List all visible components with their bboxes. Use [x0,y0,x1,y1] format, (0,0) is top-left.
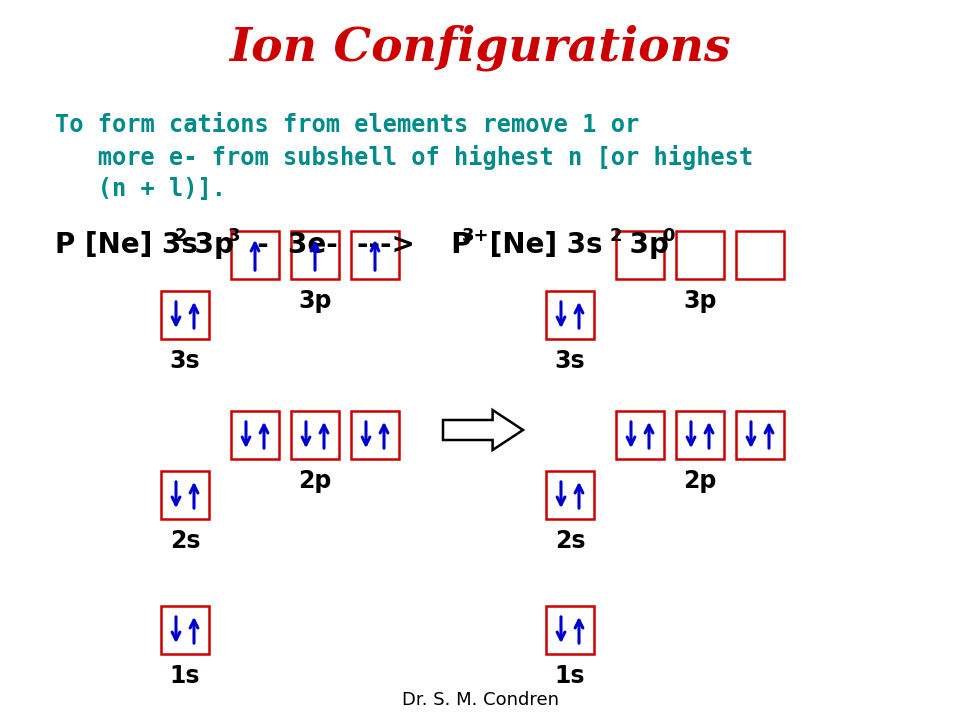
Text: To form cations from elements remove 1 or: To form cations from elements remove 1 o… [55,113,639,137]
Bar [736,411,784,459]
Bar [291,231,339,279]
Text: 0: 0 [662,227,675,245]
Bar [161,471,209,519]
Bar [676,411,724,459]
Text: 1s: 1s [170,664,201,688]
Bar [351,231,399,279]
Text: P [Ne] 3s: P [Ne] 3s [55,231,198,259]
Bar [546,291,594,339]
Bar [616,231,664,279]
Bar [616,411,664,459]
Text: more e- from subshell of highest n [or highest: more e- from subshell of highest n [or h… [55,145,754,169]
Bar [161,606,209,654]
Text: 2: 2 [610,227,622,245]
Text: (n + l)].: (n + l)]. [55,177,226,201]
Text: Dr. S. M. Condren: Dr. S. M. Condren [401,691,559,709]
Text: Ion Configurations: Ion Configurations [229,24,731,71]
Bar [351,411,399,459]
Text: 3p: 3p [620,231,669,259]
Text: 3s: 3s [555,349,586,373]
Text: 2: 2 [175,227,187,245]
Bar [291,411,339,459]
Text: 2p: 2p [684,469,717,493]
Bar [676,231,724,279]
FancyArrow shape [443,410,523,450]
Bar [546,471,594,519]
Bar [546,606,594,654]
Text: 3p: 3p [684,289,717,313]
Text: 3+: 3+ [462,227,490,245]
Text: 1s: 1s [555,664,586,688]
Text: 2s: 2s [170,529,201,553]
Text: 3p: 3p [299,289,332,313]
Bar [231,411,279,459]
Text: P: P [432,231,471,259]
Text: 2p: 2p [299,469,332,493]
Text: [Ne] 3s: [Ne] 3s [480,231,603,259]
Text: 3s: 3s [170,349,201,373]
Text: -  3e-  --->: - 3e- ---> [238,231,415,259]
Text: 3: 3 [228,227,241,245]
Bar [736,231,784,279]
Bar [231,231,279,279]
Text: 3p: 3p [185,231,234,259]
Text: 2s: 2s [555,529,586,553]
Bar [161,291,209,339]
